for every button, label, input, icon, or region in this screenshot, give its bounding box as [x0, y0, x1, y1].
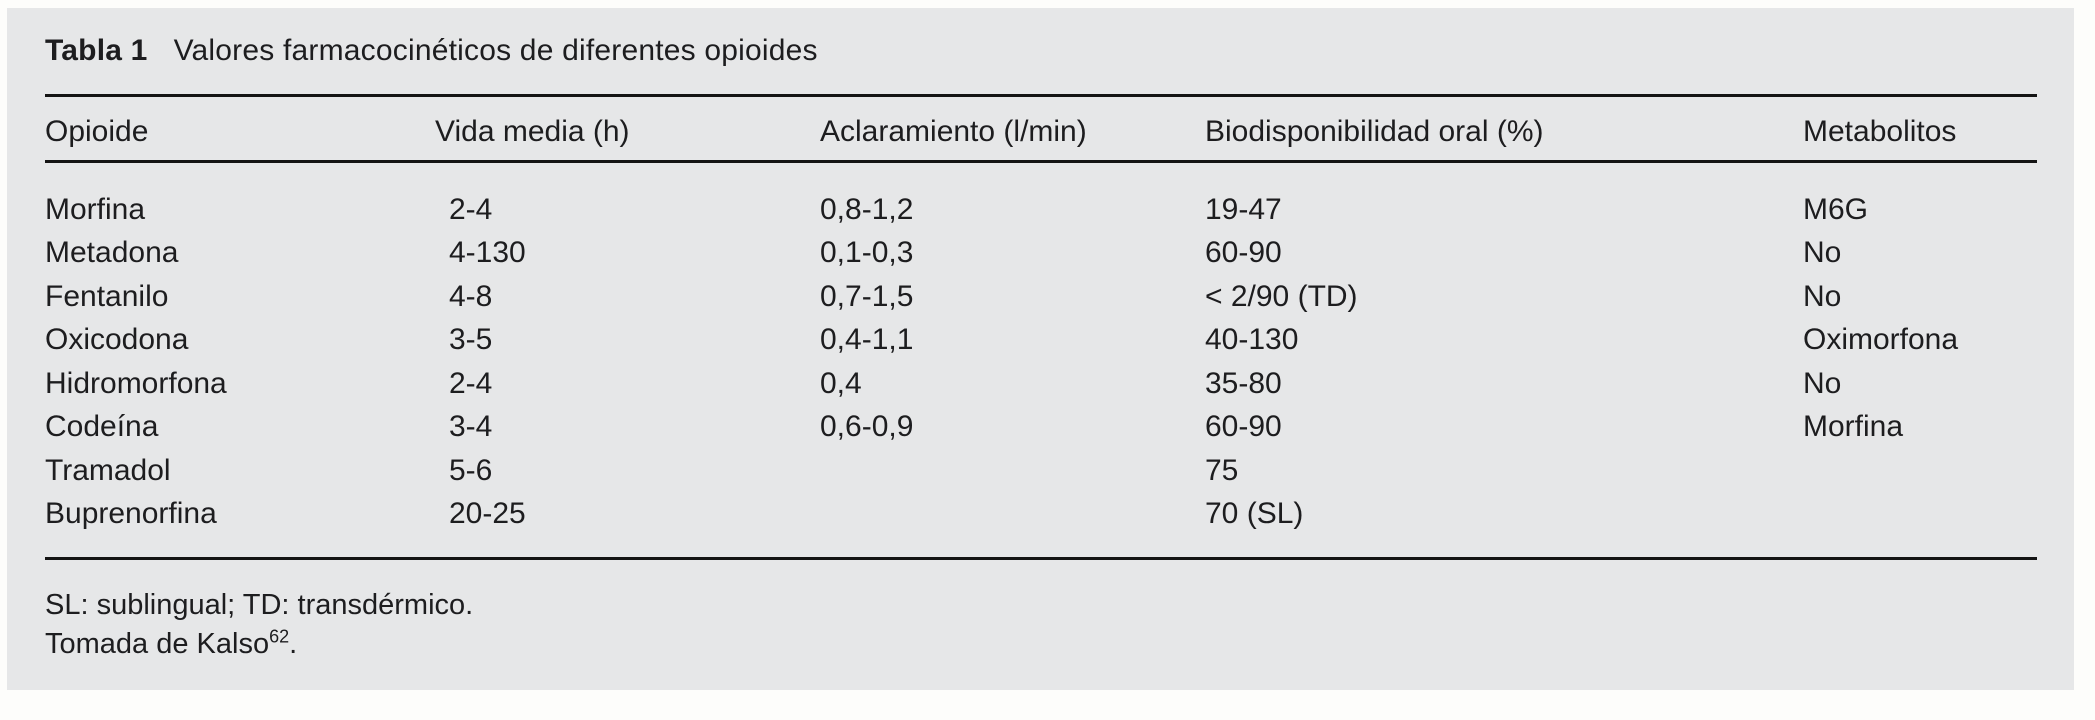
table-top-rule: [45, 94, 2037, 97]
table-cell: 0,7-1,5: [820, 279, 914, 313]
row-label: Oxicodona: [45, 323, 189, 357]
citation-superscript: 62: [269, 626, 290, 647]
table-cell: 0,4: [820, 366, 862, 400]
column-header-opioide: Opioide: [45, 115, 149, 148]
table-cell: 60-90: [1205, 236, 1282, 270]
column-header-biodisponibilidad: Biodisponibilidad oral (%): [1205, 115, 1544, 148]
table-bottom-rule: [45, 557, 2037, 560]
table-cell: 3-5: [449, 323, 493, 357]
row-label: Tramadol: [45, 453, 171, 487]
table-title: Tabla 1 Valores farmacocinéticos de difer…: [45, 34, 818, 68]
footnote-source: Tomada de Kalso62.: [45, 626, 298, 660]
row-label: Metadona: [45, 236, 179, 270]
table-cell: No: [1803, 279, 1842, 313]
table-cell: 0,6-0,9: [820, 410, 914, 444]
table-header-row: Opioide Vida media (h) Aclaramiento (l/m…: [45, 111, 2041, 153]
table-title-text: Valores farmacocinéticos de diferentes o…: [173, 34, 818, 67]
table-cell: 70 (SL): [1205, 497, 1304, 531]
table-cell: 2-4: [449, 366, 493, 400]
table-cell: 0,8-1,2: [820, 192, 914, 226]
table-cell: < 2/90 (TD): [1205, 279, 1358, 313]
header-separator-rule: [45, 160, 2037, 163]
row-label: Codeína: [45, 410, 159, 444]
table-cell: No: [1803, 366, 1842, 400]
table-panel: Tabla 1 Valores farmacocinéticos de difer…: [7, 8, 2074, 690]
table-cell: Oximorfona: [1803, 323, 1959, 357]
table-cell: 4-130: [449, 236, 526, 270]
row-label: Fentanilo: [45, 279, 169, 313]
table-cell: 3-4: [449, 410, 493, 444]
table-cell: 60-90: [1205, 410, 1282, 444]
row-label: Morfina: [45, 192, 146, 226]
table-cell: 0,4-1,1: [820, 323, 914, 357]
table-cell: Morfina: [1803, 410, 1904, 444]
column-header-aclaramiento: Aclaramiento (l/min): [820, 115, 1087, 148]
table-cell: 75: [1205, 453, 1239, 487]
table-cell: 2-4: [449, 192, 493, 226]
table-cell: 0,1-0,3: [820, 236, 914, 270]
table-cell: 5-6: [449, 453, 493, 487]
table-cell: M6G: [1803, 192, 1869, 226]
table-footnotes: SL: sublingual; TD: transdérmico. Tomada…: [45, 586, 473, 664]
column-header-vida-media: Vida media (h): [435, 115, 630, 148]
table-cell: No: [1803, 236, 1842, 270]
row-label: Buprenorfina: [45, 497, 217, 531]
table-cell: 20-25: [449, 497, 526, 531]
table-cell: 40-130: [1205, 323, 1299, 357]
column-header-metabolitos: Metabolitos: [1803, 115, 1957, 148]
table-body: Morfina 2-4 0,8-1,2 19-47 M6G Metadona 4…: [45, 188, 2041, 536]
footnote-abbreviations: SL: sublingual; TD: transdérmico.: [45, 589, 474, 621]
row-label: Hidromorfona: [45, 366, 227, 400]
table-cell: 19-47: [1205, 192, 1282, 226]
table-cell: 4-8: [449, 279, 493, 313]
table-number-label: Tabla 1: [45, 34, 148, 67]
table-cell: 35-80: [1205, 366, 1282, 400]
